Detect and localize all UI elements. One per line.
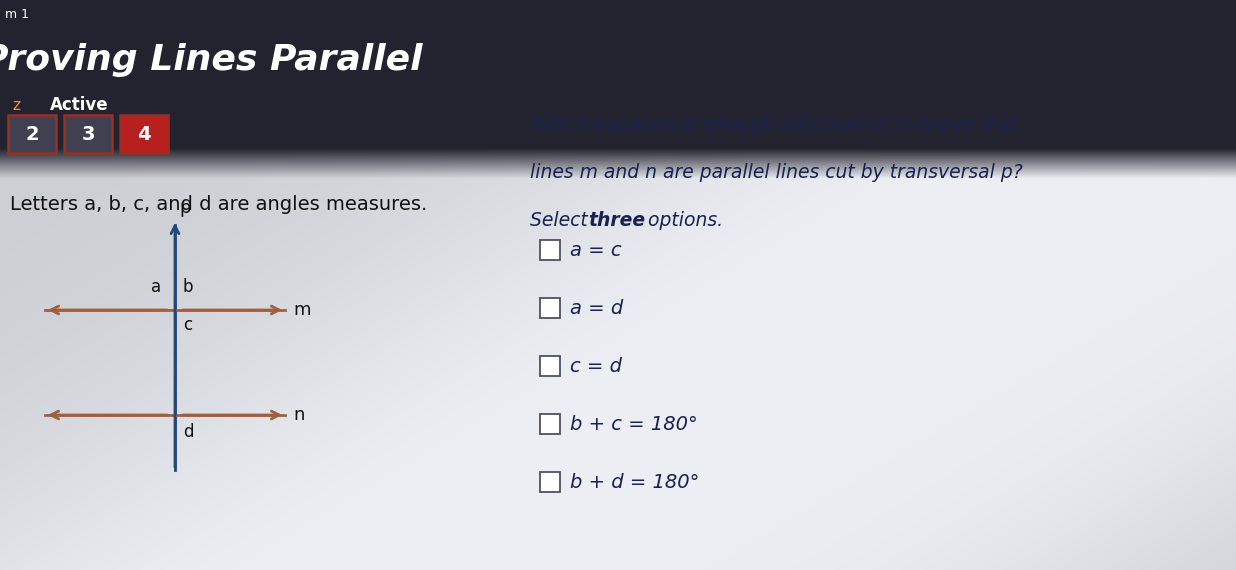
Bar xyxy=(64,115,112,153)
Text: n: n xyxy=(293,406,304,424)
Text: c = d: c = d xyxy=(570,357,622,377)
Text: z: z xyxy=(12,97,20,112)
Text: 3: 3 xyxy=(82,124,95,144)
Bar xyxy=(540,414,560,434)
Text: 4: 4 xyxy=(137,124,151,144)
Text: b + d = 180°: b + d = 180° xyxy=(570,474,700,492)
Text: lines m and n are parallel lines cut by transversal p?: lines m and n are parallel lines cut by … xyxy=(530,163,1022,182)
Text: b: b xyxy=(183,278,194,296)
Bar xyxy=(540,298,560,318)
Text: d: d xyxy=(183,423,194,441)
Bar xyxy=(0,0,1236,148)
Text: Active: Active xyxy=(49,96,109,114)
Text: c: c xyxy=(183,316,192,334)
Text: Proving Lines Parallel: Proving Lines Parallel xyxy=(0,43,423,77)
Text: Letters a, b, c, and d are angles measures.: Letters a, b, c, and d are angles measur… xyxy=(10,195,428,214)
Text: Select: Select xyxy=(530,211,593,230)
Text: p: p xyxy=(179,199,190,217)
Text: Which equation is enough information to prove that: Which equation is enough information to … xyxy=(530,115,1017,134)
Text: m: m xyxy=(293,301,310,319)
Bar xyxy=(540,240,560,260)
Text: 2: 2 xyxy=(25,124,38,144)
Text: m 1: m 1 xyxy=(5,8,28,21)
Text: a = d: a = d xyxy=(570,299,623,319)
Text: options.: options. xyxy=(641,211,723,230)
Bar xyxy=(540,356,560,376)
Text: a = c: a = c xyxy=(570,242,622,260)
Text: three: three xyxy=(588,211,645,230)
Text: b + c = 180°: b + c = 180° xyxy=(570,416,698,434)
Text: a: a xyxy=(151,278,161,296)
Bar xyxy=(540,472,560,492)
Bar xyxy=(120,115,168,153)
Bar xyxy=(7,115,56,153)
